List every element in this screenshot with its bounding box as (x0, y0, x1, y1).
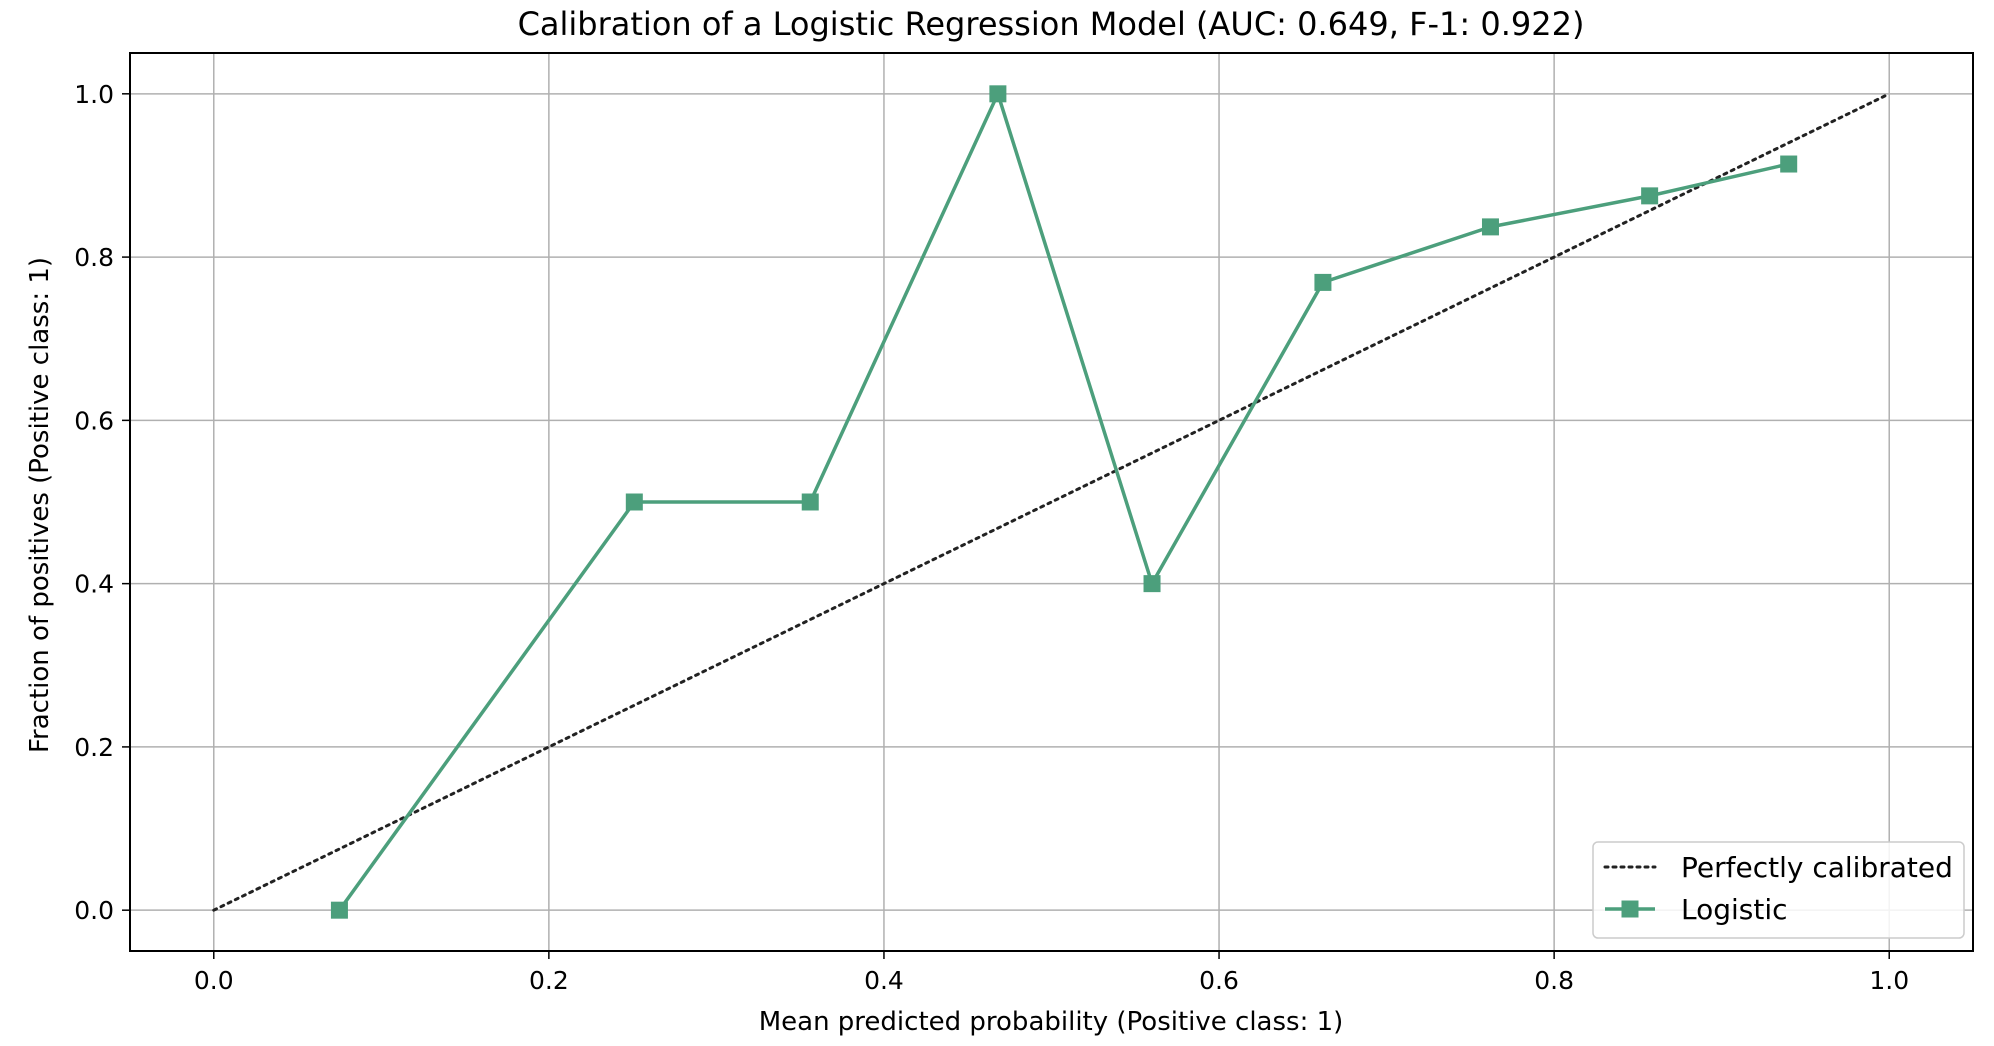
legend-box (1592, 841, 1965, 939)
data-point-marker (1314, 273, 1332, 291)
x-tick-label: 1.0 (1869, 966, 1909, 995)
axis-ticks: 0.0 0.2 0.4 0.6 0.8 1.0 0.0 0.2 0.4 0.6 0.8 1.0 (74, 80, 1909, 995)
y-tick-label: 0.8 (74, 243, 114, 272)
chart-title: Calibration of a Logistic Regression Mod… (518, 5, 1585, 43)
perfectly-calibrated-line (212, 92, 1891, 912)
data-point-marker (1143, 575, 1161, 593)
y-tick-label: 0.2 (74, 733, 114, 762)
data-point-marker (989, 85, 1007, 103)
legend-label-perfectly-calibrated: Perfectly calibrated (1681, 851, 1953, 884)
x-tick-label: 0.2 (529, 966, 569, 995)
x-tick-label: 0.6 (1199, 966, 1239, 995)
y-tick-label: 0.6 (74, 406, 114, 435)
data-point-marker (1481, 218, 1499, 236)
y-tick-label: 0.0 (74, 896, 114, 925)
legend: Perfectly calibrated Logistic (1592, 841, 1965, 939)
plot-series (212, 85, 1891, 919)
data-point-marker (330, 901, 348, 919)
y-axis-label: Fraction of positives (Positive class: 1… (25, 257, 55, 753)
x-tick-label: 0.4 (864, 966, 904, 995)
x-axis-label: Mean predicted probability (Positive cla… (759, 1007, 1344, 1037)
legend-label-logistic: Logistic (1681, 893, 1788, 926)
grid-lines (130, 53, 1973, 951)
axes-frame (129, 52, 1974, 952)
data-point-marker (1780, 155, 1798, 173)
data-point-marker (1641, 187, 1659, 205)
data-point-marker (625, 493, 643, 511)
legend-marker-logistic (1621, 900, 1639, 918)
y-tick-label: 1.0 (74, 80, 114, 109)
x-tick-label: 0.8 (1534, 966, 1574, 995)
y-tick-label: 0.4 (74, 570, 114, 599)
logistic-line (338, 92, 1790, 912)
data-point-marker (801, 493, 819, 511)
x-tick-label: 0.0 (194, 966, 234, 995)
